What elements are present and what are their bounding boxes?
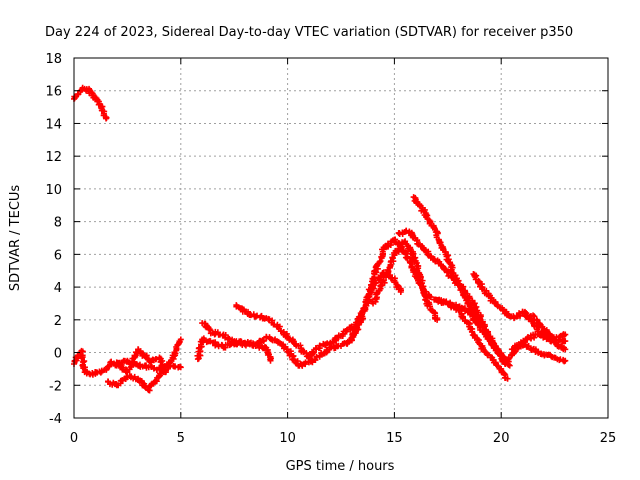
data-point (562, 338, 569, 345)
data-marker (488, 294, 495, 301)
data-marker (539, 329, 546, 336)
y-tick-label: 10 (45, 183, 62, 198)
data-marker (460, 314, 467, 321)
y-tick-label: -2 (49, 379, 62, 394)
data-marker (260, 338, 267, 345)
data-point (103, 115, 110, 122)
data-marker (197, 348, 204, 355)
data-marker (556, 333, 563, 340)
data-marker (373, 291, 380, 298)
data-marker (428, 253, 435, 260)
y-tick-label: -4 (49, 412, 62, 427)
x-axis-label: GPS time / hours (286, 459, 395, 474)
data-marker (316, 342, 323, 349)
data-marker (524, 343, 531, 350)
data-marker (131, 373, 138, 380)
series-arc-8 (348, 269, 405, 341)
data-marker (394, 247, 401, 254)
y-tick-label: 16 (45, 85, 62, 100)
data-marker (534, 328, 541, 335)
data-marker (403, 241, 410, 248)
series-arc-7 (233, 302, 355, 361)
data-marker (81, 358, 88, 365)
data-point (434, 316, 441, 323)
data-series (71, 84, 569, 394)
series-arc-14 (508, 339, 569, 365)
data-point (177, 336, 184, 343)
data-marker (404, 255, 411, 262)
y-tick-label: 12 (45, 150, 62, 165)
data-marker (247, 312, 254, 319)
data-marker (131, 353, 138, 360)
data-point (267, 357, 274, 364)
data-marker (441, 266, 448, 273)
data-point (562, 331, 569, 338)
data-marker (462, 317, 469, 324)
data-marker (372, 279, 379, 286)
data-marker (420, 289, 427, 296)
series-arc-4 (113, 346, 170, 376)
x-tick-label: 15 (386, 431, 403, 446)
y-tick-label: 4 (54, 281, 62, 296)
data-marker (245, 308, 252, 315)
data-point (562, 346, 569, 353)
data-point (506, 362, 513, 369)
series-arc-3 (105, 336, 184, 394)
data-marker (531, 334, 538, 341)
data-point (177, 364, 184, 371)
series-arc-12 (434, 296, 513, 369)
data-marker (235, 304, 242, 311)
data-marker (259, 337, 266, 344)
y-tick-label: 18 (45, 52, 62, 67)
data-point (397, 289, 404, 295)
x-tick-label: 25 (600, 431, 617, 446)
data-marker (418, 207, 425, 214)
y-tick-label: 6 (54, 248, 62, 263)
data-marker (339, 331, 346, 338)
x-tick-label: 20 (493, 431, 510, 446)
data-marker (365, 291, 372, 298)
series-arc-9 (369, 238, 441, 323)
data-point (504, 375, 511, 382)
x-tick-label: 0 (70, 431, 78, 446)
y-tick-label: 14 (45, 117, 62, 132)
x-tick-label: 10 (279, 431, 296, 446)
x-axis-ticks: 0 5 10 15 20 25 (70, 58, 616, 446)
data-marker (344, 338, 351, 345)
y-tick-label: 2 (54, 314, 62, 329)
data-point (162, 369, 169, 376)
series-arc-6 (199, 320, 274, 364)
y-axis-label: SDTVAR / TECUs (8, 185, 23, 292)
data-marker (378, 282, 385, 289)
y-tick-label: 8 (54, 216, 62, 231)
y-axis-ticks: -4 -2 0 2 4 6 8 10 12 14 16 18 (45, 52, 608, 427)
x-tick-label: 5 (177, 431, 185, 446)
data-marker (310, 349, 317, 356)
data-marker (245, 340, 252, 347)
data-marker (397, 244, 404, 251)
series-arc-15 (519, 308, 569, 353)
grid-lines (74, 58, 608, 418)
y-tick-label: 0 (54, 347, 62, 362)
plot-frame (73, 57, 609, 419)
data-marker (491, 343, 498, 350)
chart-title: Day 224 of 2023, Sidereal Day-to-day VTE… (45, 25, 573, 40)
data-point (562, 357, 569, 364)
